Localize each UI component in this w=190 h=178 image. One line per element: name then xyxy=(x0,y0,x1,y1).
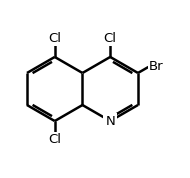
Text: Br: Br xyxy=(148,61,163,74)
Text: Cl: Cl xyxy=(104,32,117,45)
Text: N: N xyxy=(105,114,115,128)
Text: Cl: Cl xyxy=(48,133,61,146)
Text: Cl: Cl xyxy=(48,32,61,45)
